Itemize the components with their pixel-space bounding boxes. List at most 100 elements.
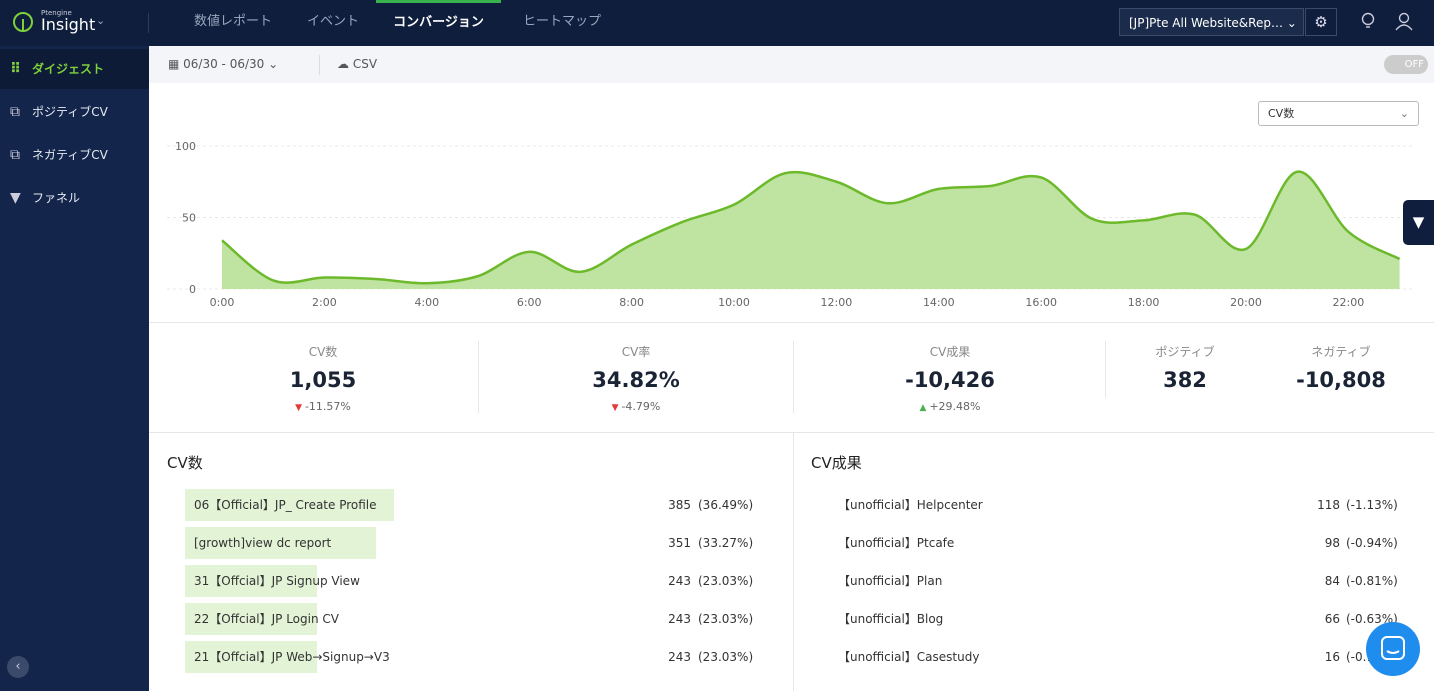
row-name: 22【Offcial】JP Login CV (194, 612, 339, 626)
sidebar-item[interactable]: ポジティブCV ⧉ (0, 92, 149, 132)
trend-arrow: ▲ (919, 403, 930, 413)
kpi-change: ▼ -11.57% (295, 400, 351, 413)
kpi-value: -10,426 (905, 368, 995, 392)
y-tick-label: 50 (182, 212, 196, 225)
csv-button[interactable]: ☁ CSV (337, 57, 378, 71)
settings[interactable]: ⚙ (1305, 8, 1337, 36)
help-toggle[interactable]: OFF (1384, 55, 1428, 74)
kpi-value: -10,808 (1296, 368, 1386, 392)
sidebar-icon: ⧉ (10, 104, 20, 120)
user[interactable] (1395, 12, 1413, 32)
kpi-label: CV率 (621, 345, 651, 359)
row-count: 243 (668, 612, 691, 626)
row-name: 【unofficial】Ptcafe (838, 536, 955, 550)
row-count: 98 (1324, 536, 1340, 550)
sidebar-icon: ⠿ (10, 61, 21, 77)
brand-menu[interactable]: ⌄ (96, 14, 106, 27)
sidebar-item[interactable]: ダイジェスト ⠿ (0, 49, 149, 89)
divider (793, 341, 794, 413)
row-count: 243 (668, 574, 691, 588)
toolbar: ▦ 06/30 - 06/30 ⌄ ☁ CSV OFF (149, 46, 1434, 83)
row-pct: (-0.81%) (1346, 574, 1398, 588)
chat-button[interactable] (1366, 622, 1420, 676)
nav-tab[interactable]: イベント (307, 14, 360, 29)
divider (148, 13, 149, 33)
x-tick-label: 8:00 (619, 296, 644, 309)
top-bar: Ptengine Insight ⌄ [JP]Pte All Website&R… (0, 0, 1434, 46)
brand-small: Ptengine (41, 9, 72, 17)
metric-text: CV数 (1268, 107, 1295, 120)
kpi-label: ネガティブ (1311, 345, 1371, 359)
kpi-change: ▼ -4.79% (611, 400, 661, 413)
nav-tab[interactable]: コンバージョン (376, 0, 501, 49)
row-count: 16 (1324, 650, 1340, 664)
chart: 0 50 100 0:00 2:00 4:00 6:00 8:00 10:00 12:00 14:0… (167, 140, 1414, 309)
tips[interactable] (1360, 12, 1376, 32)
site-select[interactable]: [JP]Pte All Website&Rep… ⌄ (1119, 8, 1304, 36)
row-name: 06【Official】JP_ Create Profile (194, 498, 377, 512)
divider (1105, 341, 1106, 398)
kpi-value: 1,055 (289, 368, 357, 392)
sidebar-icon: ▼ (10, 190, 21, 206)
kpi-change: ▲ +29.48% (919, 400, 981, 413)
divider (319, 55, 320, 75)
x-tick-label: 2:00 (312, 296, 337, 309)
row-name: 【unofficial】Casestudy (838, 650, 980, 664)
list-title: CV成果 (811, 454, 862, 472)
row-count: 243 (668, 650, 691, 664)
sidebar-item[interactable]: ファネル ▼ (0, 178, 149, 218)
trend-arrow: ▼ (295, 403, 305, 413)
x-tick-label: 4:00 (414, 296, 439, 309)
row-count: 351 (668, 536, 691, 550)
sidebar-item[interactable]: ネガティブCV ⧉ (0, 135, 149, 175)
x-tick-label: 22:00 (1333, 296, 1365, 309)
row-count: 385 (668, 498, 691, 512)
bar (185, 641, 317, 673)
logo (13, 12, 33, 32)
divider (149, 432, 1434, 433)
bar (185, 489, 394, 521)
row-count: 118 (1317, 498, 1340, 512)
row-pct: (-0.94%) (1346, 536, 1398, 550)
x-tick-label: 16:00 (1025, 296, 1057, 309)
kpi-value: 34.82% (592, 368, 680, 392)
kpi-label: ポジティブ (1155, 345, 1215, 359)
row-name: 【unofficial】Plan (838, 574, 943, 588)
collapse[interactable]: ‹ (7, 656, 29, 678)
brand: Insight (41, 15, 96, 34)
row-pct: (23.03%) (698, 650, 754, 664)
y-tick-label: 0 (189, 283, 196, 296)
row-count: 84 (1324, 574, 1340, 588)
row-name: 31【Offcial】JP Signup View (194, 574, 360, 588)
csv-text: CSV (352, 57, 378, 71)
area (222, 171, 1400, 289)
x-tick-label: 12:00 (821, 296, 853, 309)
row-name: 21【Offcial】JP Web→Signup→V3 (194, 650, 390, 664)
date-range[interactable]: ▦ 06/30 - 06/30 ⌄ (168, 57, 279, 71)
x-tick-label: 18:00 (1128, 296, 1160, 309)
nav-tab[interactable]: ヒートマップ (523, 14, 602, 29)
kpi-label: CV成果 (929, 345, 971, 359)
trend-arrow: ▼ (611, 403, 622, 413)
bar (185, 527, 376, 559)
x-tick-label: 10:00 (718, 296, 750, 309)
x-tick-label: 20:00 (1230, 296, 1262, 309)
row-count: 66 (1324, 612, 1340, 626)
bar (185, 603, 317, 635)
kpi-value: 382 (1163, 368, 1207, 392)
divider (149, 322, 1434, 323)
row-name: [growth]view dc report (194, 536, 332, 550)
filter-tab[interactable]: ▼ (1403, 200, 1434, 245)
row-name: 【unofficial】Blog (838, 612, 944, 626)
x-tick-label: 6:00 (517, 296, 542, 309)
y-tick-label: 100 (175, 140, 196, 153)
help-text: OFF (1404, 59, 1424, 70)
row-name: 【unofficial】Helpcenter (838, 498, 983, 512)
x-tick-label: 14:00 (923, 296, 955, 309)
nav-tab[interactable]: 数値レポート (194, 14, 273, 29)
kpi-label: CV数 (308, 345, 338, 359)
divider (478, 341, 479, 413)
row-pct: (36.49%) (698, 498, 754, 512)
metric-select[interactable]: CV数 ⌄ (1258, 101, 1419, 126)
